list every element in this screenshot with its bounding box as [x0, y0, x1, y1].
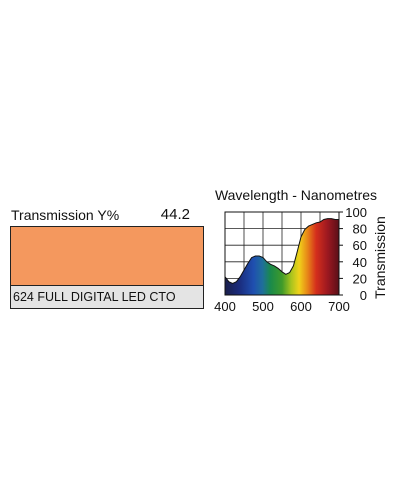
x-tick-label-600: 600 [290, 299, 312, 314]
transmission-value: 44.2 [160, 206, 190, 223]
transmission-curve [224, 218, 340, 296]
x-tick-label-700: 700 [328, 299, 350, 314]
transmission-label: Transmission Y% [11, 207, 120, 223]
x-tick-label-400: 400 [214, 299, 236, 314]
filter-swatch-block: Transmission Y% 44.2 624 FULL DIGITAL LE… [10, 206, 204, 309]
y-axis-label: Transmission [372, 216, 388, 299]
filter-name: 624 FULL DIGITAL LED CTO [10, 285, 204, 309]
transmission-header: Transmission Y% 44.2 [10, 206, 204, 226]
x-tick-label-500: 500 [252, 299, 274, 314]
plot-frame [224, 211, 340, 296]
y-tick-label-20: 20 [353, 271, 367, 286]
y-tick-label-80: 80 [353, 222, 367, 237]
y-tick-label-40: 40 [353, 255, 367, 270]
y-tick-label-60: 60 [353, 238, 367, 253]
y-tick-label-100: 100 [345, 205, 367, 220]
chart-title: Wavelength - Nanometres [215, 187, 377, 203]
y-tick-label-0: 0 [360, 288, 367, 303]
color-swatch [10, 226, 204, 285]
